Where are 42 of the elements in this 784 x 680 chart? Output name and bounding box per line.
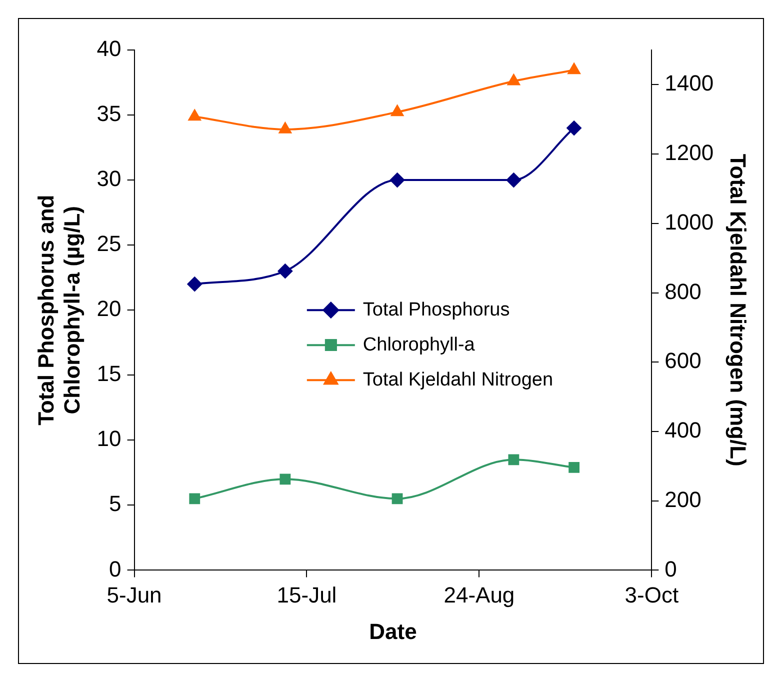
point	[507, 74, 520, 86]
point	[390, 172, 405, 188]
y-tick-label: 5	[109, 491, 122, 516]
y2-tick-label: 800	[664, 278, 702, 304]
point	[508, 454, 520, 466]
y2-tick-label: 200	[664, 486, 702, 512]
y2-tick-label: 600	[664, 348, 702, 374]
point	[568, 462, 580, 473]
legend-label: Total Phosphorus	[362, 299, 510, 320]
y2-tick-label: 400	[664, 418, 702, 443]
y-axis-title: Total Phosphorus and Chlorophyll-a (µg/L)	[33, 194, 85, 426]
y-tick-label: 10	[96, 426, 122, 452]
y2-tick-label: 0	[664, 556, 677, 582]
x-axis-title: Date	[369, 618, 417, 644]
point	[567, 62, 581, 74]
y2-axis-title: Total Kjeldahl Nitrogen (mg/L)	[726, 154, 751, 466]
x-tick-label: 15-Jul	[276, 582, 337, 608]
point	[189, 493, 200, 504]
y2-tick-label: 1400	[664, 70, 714, 96]
y-tick-label: 40	[96, 36, 122, 62]
x-tick-label: 24-Aug	[444, 582, 515, 608]
point	[280, 474, 291, 485]
y2-tick-label: 1000	[664, 209, 714, 234]
y-tick-label: 30	[96, 166, 122, 192]
legend-label: Total Kjeldahl Nitrogen	[362, 369, 554, 390]
y-tick-label: 0	[109, 556, 122, 582]
point	[278, 264, 293, 279]
legend-label: Chlorophyll-a	[362, 334, 476, 356]
point	[278, 122, 292, 134]
point	[392, 493, 403, 504]
point	[188, 109, 202, 121]
point	[187, 276, 202, 292]
point	[566, 120, 582, 136]
y2-tick-label: 1200	[664, 140, 714, 166]
y-tick-label: 35	[96, 101, 122, 126]
point	[390, 104, 404, 116]
x-tick-label: 3-Oct	[624, 582, 679, 608]
point	[506, 172, 522, 188]
y-tick-label: 15	[96, 361, 122, 386]
x-tick-label: 5-Jun	[106, 582, 162, 608]
y-tick-label: 25	[96, 231, 122, 256]
y-tick-label: 20	[96, 296, 122, 322]
